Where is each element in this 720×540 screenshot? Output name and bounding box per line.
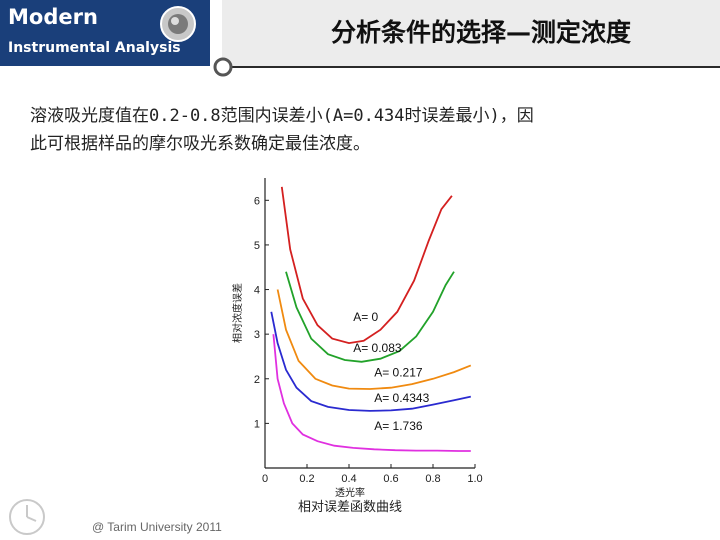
series-line-1: [285, 271, 455, 363]
x-tick-label: 0.4: [341, 473, 356, 485]
y-tick-label: 4: [254, 285, 260, 297]
x-tick-label: 0: [262, 473, 268, 485]
x-axis-label: 透光率: [335, 486, 365, 499]
body-line-1: 溶液吸光度值在0.2-0.8范围内误差小(A=0.434时误差最小)，因: [30, 106, 534, 126]
series-label-1: A= 0.083: [353, 341, 402, 355]
y-axis-label: 相对浓度误差: [231, 283, 244, 343]
body-line-2: 此可根据样品的摩尔吸光系数确定最佳浓度。: [30, 134, 370, 154]
university-logo-icon: [160, 6, 196, 42]
relative-error-chart: 0 0.2 0.4 0.6 0.8 1.0 1 2 3 4 5 6 A= 0 A= 0.083 A= 0.2…: [231, 178, 483, 513]
series-line-3: [270, 311, 471, 412]
x-tick-label: 0.8: [425, 473, 440, 485]
y-tick-label: 3: [254, 329, 260, 341]
x-tick-label: 0.2: [299, 473, 314, 485]
title-bar: [222, 0, 720, 68]
series-label-3: A= 0.4343: [374, 391, 429, 405]
series-label-2: A= 0.217: [374, 366, 423, 380]
ring-decoration-icon: [213, 57, 233, 77]
x-tick-label: 0.6: [383, 473, 398, 485]
series-label-0: A= 0: [353, 310, 378, 324]
y-tick-label: 2: [254, 374, 260, 386]
x-tick-label: 1.0: [467, 473, 482, 485]
y-tick-label: 5: [254, 240, 260, 252]
series-label-4: A= 1.736: [374, 419, 423, 433]
brand-line1: Modern: [8, 5, 98, 29]
page-title: 分析条件的选择—测定浓度: [330, 18, 631, 47]
y-tick-label: 1: [254, 418, 260, 430]
brand-line2: Instrumental Analysis: [8, 40, 181, 56]
series-line-2: [276, 289, 472, 390]
footer-copyright: @ Tarim University 2011: [92, 520, 222, 534]
series-line-0: [280, 186, 453, 345]
series-line-4: [272, 334, 471, 452]
body-text: 溶液吸光度值在0.2-0.8范围内误差小(A=0.434时误差最小)，因 此可根…: [30, 102, 710, 158]
y-tick-label: 6: [254, 195, 260, 207]
chart-caption: 相对误差函数曲线: [298, 500, 402, 513]
clock-watermark-icon: [9, 499, 45, 535]
